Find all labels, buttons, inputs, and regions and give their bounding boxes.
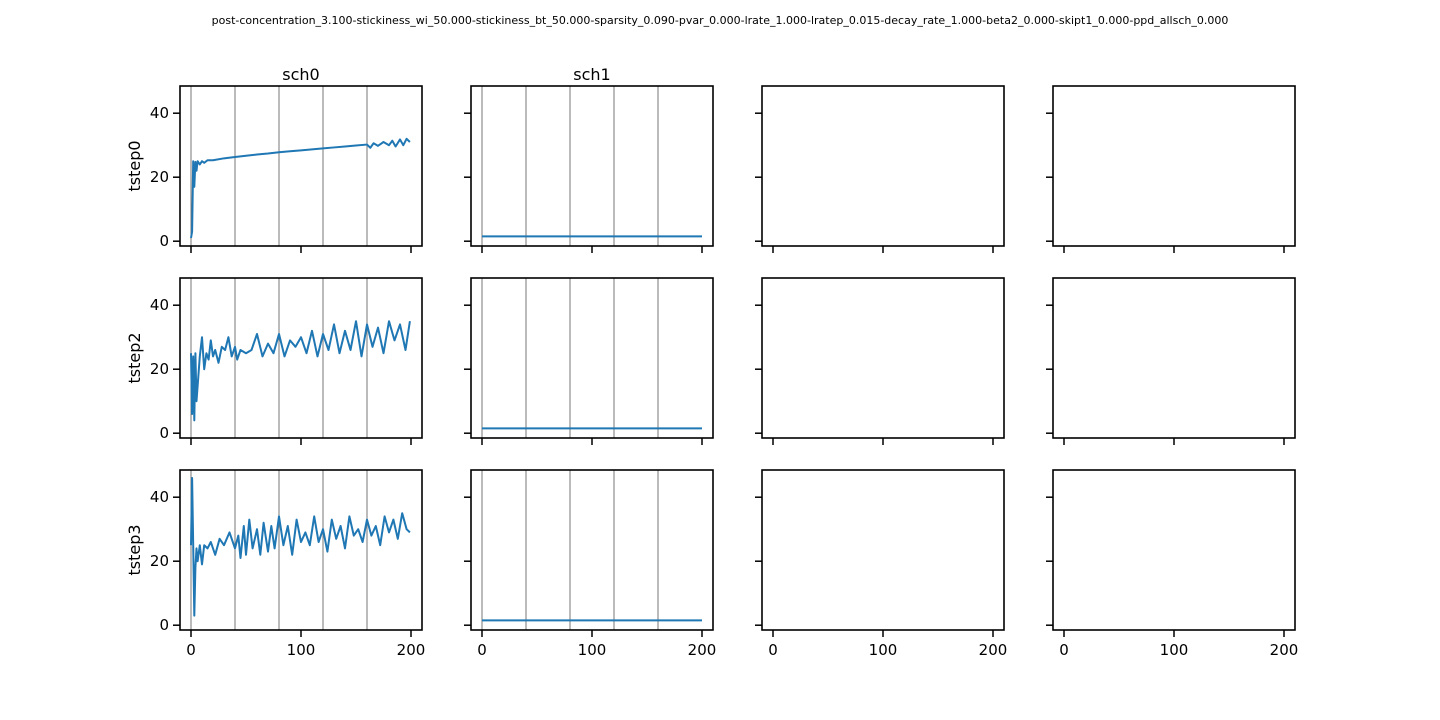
row-label-tstep2: tstep2 — [125, 332, 144, 383]
data-series-line — [190, 137, 411, 239]
x-tick-label: 0 — [1059, 641, 1069, 659]
axes-frame — [1052, 85, 1296, 247]
y-tick-label: 40 — [150, 488, 169, 506]
axes-frame — [761, 469, 1005, 631]
x-tick-label: 200 — [397, 641, 426, 659]
subplot-r2-c1: 0 100 200 — [464, 469, 717, 659]
y-tick-label: 40 — [150, 104, 169, 122]
data-series-line — [190, 320, 411, 422]
x-tick-label: 100 — [869, 641, 898, 659]
axes-frame — [470, 85, 714, 247]
subplot-r1-c2 — [755, 277, 1005, 445]
subplot-r1-c3 — [1046, 277, 1296, 445]
y-tick-label: 0 — [159, 424, 169, 442]
y-tick-label: 0 — [159, 232, 169, 250]
subplot-r0-c2 — [755, 85, 1005, 253]
column-title-sch1: sch1 — [573, 65, 610, 84]
subplot-r2-c2: 0 100 200 — [755, 469, 1008, 659]
axes-frame — [761, 277, 1005, 439]
y-tick-label: 40 — [150, 296, 169, 314]
subplot-r0-c3 — [1046, 85, 1296, 253]
x-tick-label: 200 — [979, 641, 1008, 659]
figure-suptitle: post-concentration_3.100-stickiness_wi_5… — [212, 14, 1229, 27]
subplot-r0-c1 — [464, 85, 714, 253]
subplot-r1-c0: 0 20 40 tstep2 — [125, 277, 423, 445]
axes-frame — [470, 277, 714, 439]
axes-frame — [179, 85, 423, 247]
x-tick-label: 100 — [287, 641, 316, 659]
x-tick-label: 0 — [186, 641, 196, 659]
column-title-sch0: sch0 — [282, 65, 319, 84]
x-tick-label: 0 — [477, 641, 487, 659]
subplot-r2-c0: 0 20 40 0 100 200 tstep3 — [125, 469, 426, 659]
x-tick-label: 100 — [1160, 641, 1189, 659]
y-tick-label: 0 — [159, 616, 169, 634]
axes-frame — [1052, 469, 1296, 631]
subplot-r0-c0: 0 20 40 tstep0 — [125, 85, 423, 253]
data-series-line — [190, 477, 411, 617]
x-tick-label: 200 — [1270, 641, 1299, 659]
x-tick-label: 100 — [578, 641, 607, 659]
y-tick-label: 20 — [150, 552, 169, 570]
axes-frame — [761, 85, 1005, 247]
subplot-grid: 0 20 40 tstep0 0 20 40 tstep2 0 20 40 0 100 200 tstep3… — [125, 85, 1299, 659]
subplot-r1-c1 — [464, 277, 714, 445]
axes-frame — [470, 469, 714, 631]
x-tick-label: 0 — [768, 641, 778, 659]
row-label-tstep0: tstep0 — [125, 140, 144, 191]
subplot-r2-c3: 0 100 200 — [1046, 469, 1299, 659]
y-tick-label: 20 — [150, 168, 169, 186]
x-tick-label: 200 — [688, 641, 717, 659]
y-tick-label: 20 — [150, 360, 169, 378]
row-label-tstep3: tstep3 — [125, 524, 144, 575]
axes-frame — [1052, 277, 1296, 439]
